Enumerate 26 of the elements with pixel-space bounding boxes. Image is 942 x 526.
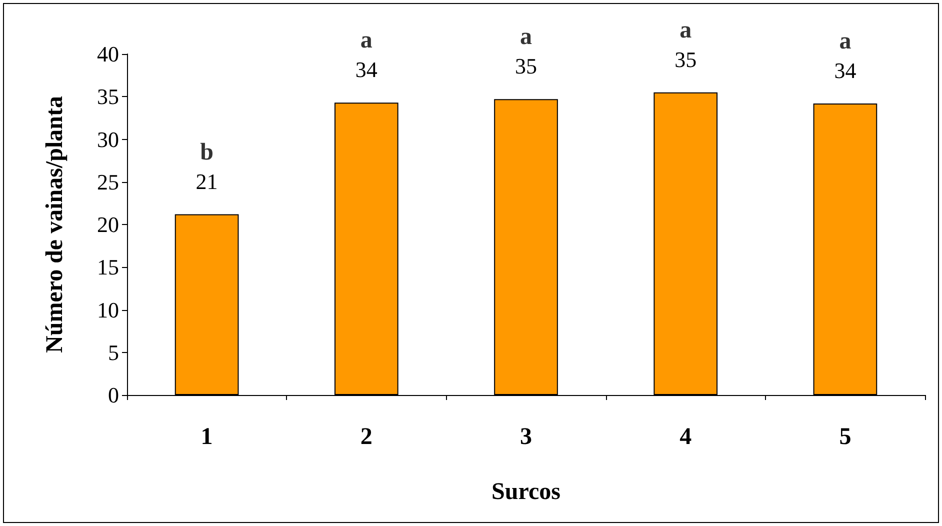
- data-label: 34: [834, 58, 856, 83]
- annotation: a: [520, 24, 532, 50]
- annotation: b: [200, 139, 214, 166]
- data-label: 34: [355, 57, 378, 82]
- y-tick-label: 25: [97, 169, 119, 194]
- x-tick-label: 2: [360, 424, 372, 450]
- y-tick-label: 0: [108, 382, 119, 408]
- y-tick-label: 10: [97, 297, 119, 322]
- data-label: 35: [515, 54, 537, 79]
- x-tick-label: 5: [839, 424, 852, 450]
- x-tick-label: 3: [520, 424, 532, 450]
- data-label: 35: [674, 46, 697, 72]
- x-tick-label: 4: [680, 424, 692, 450]
- x-axis-title: Surcos: [492, 479, 560, 505]
- annotation: a: [680, 17, 692, 44]
- y-tick-label: 20: [97, 212, 119, 237]
- x-tick-label: 1: [200, 424, 213, 450]
- annotation: a: [360, 28, 372, 54]
- y-tick-label: 40: [97, 42, 119, 66]
- y-axis-title: Número de vainas/planta: [42, 96, 68, 353]
- y-tick-label: 5: [108, 340, 119, 365]
- annotation: a: [839, 28, 852, 54]
- y-tick-label: 15: [97, 254, 119, 280]
- data-label: 21: [196, 168, 218, 194]
- y-tick-label: 30: [97, 126, 119, 152]
- y-tick-label: 35: [97, 84, 119, 110]
